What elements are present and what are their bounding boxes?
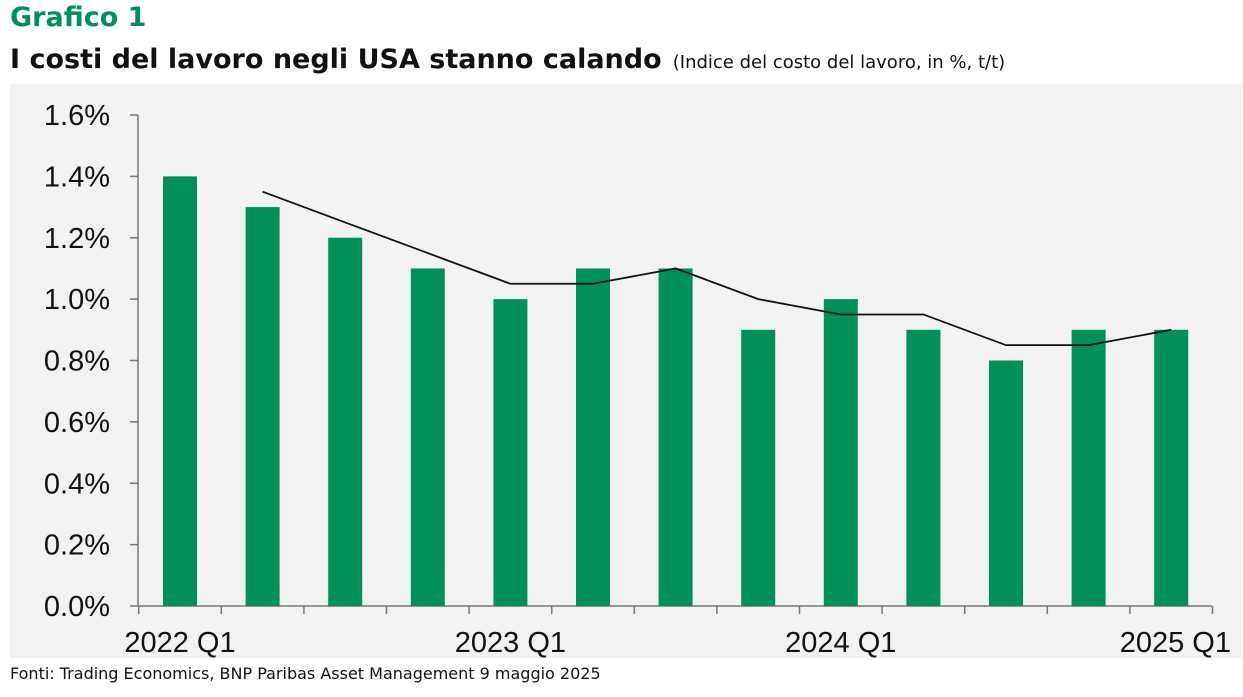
chart-kicker: Grafico 1 [10,2,147,33]
bar [823,299,858,606]
bar [741,329,776,606]
y-tick-label: 1.0% [44,284,110,316]
chart-title: I costi del lavoro negli USA stanno cala… [10,44,662,75]
x-axis: 2022 Q1 2023 Q1 2024 Q1 2025 Q1 [124,605,1231,659]
bar [1154,329,1189,606]
bar [410,268,445,606]
plot-background [10,84,1242,658]
bar [493,299,528,606]
line-series [262,190,1172,347]
y-tick-label: 0.4% [44,468,110,500]
bar [658,268,693,606]
y-tick-label: 1.2% [44,223,110,255]
bar [1071,329,1106,606]
x-tick-label: 2023 Q1 [455,627,566,659]
y-axis: 0.0% 0.2% 0.4% 0.6% 0.8% 1.0% 1.2% 1.4% 1.6% [44,100,139,623]
y-tick-label: 0.2% [44,530,110,562]
y-tick-label: 0.6% [44,407,110,439]
y-tick-label: 0.0% [44,591,110,623]
y-tick-label: 1.4% [44,161,110,193]
bar [163,176,197,606]
y-tick-label: 0.8% [44,346,110,378]
x-tick-label: 2022 Q1 [124,627,235,659]
chart-subtitle: (Indice del costo del lavoro, in %, t/t) [672,52,1006,73]
x-tick-label: 2025 Q1 [1120,627,1231,659]
x-tick-label: 2024 Q1 [785,627,896,659]
title-row: I costi del lavoro negli USA stanno cala… [10,40,1005,83]
source-note: Fonti: Trading Economics, BNP Paribas As… [10,664,601,683]
bar [989,360,1023,606]
bar [906,329,941,606]
bar-series [163,176,1189,606]
y-tick-label: 1.6% [44,100,110,132]
bar [576,268,610,606]
bar [328,237,363,606]
bar [245,207,280,606]
line-path [262,190,1172,347]
